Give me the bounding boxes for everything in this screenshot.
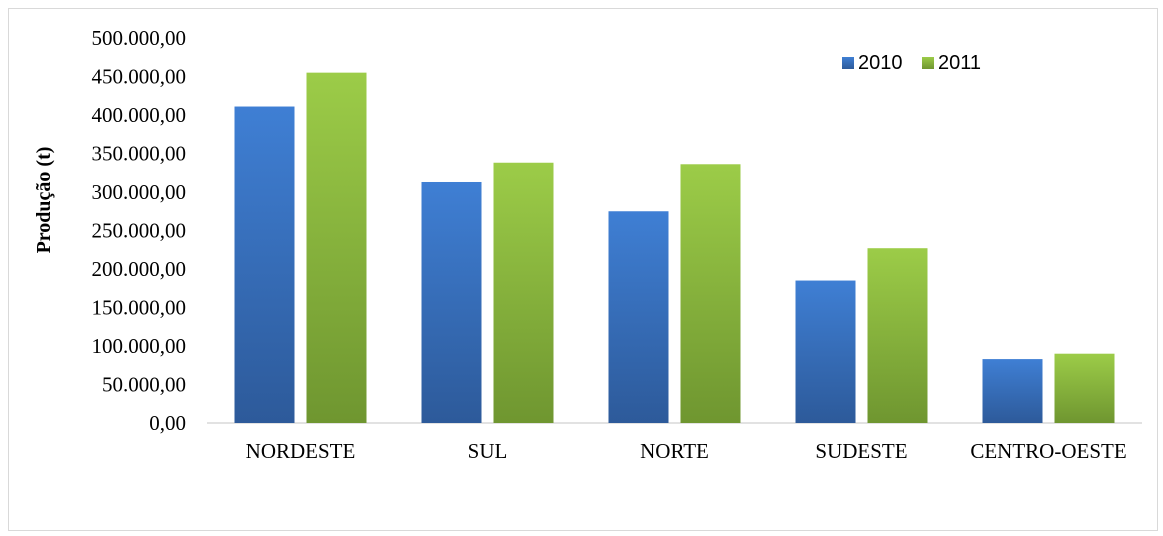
bar-2010-centro-oeste bbox=[982, 359, 1043, 423]
y-tick-label: 250.000,00 bbox=[92, 219, 187, 243]
bars bbox=[234, 72, 1115, 424]
bar-2011-sudeste bbox=[867, 248, 928, 423]
x-tick-label: SUL bbox=[468, 439, 508, 463]
y-tick-label: 500.000,00 bbox=[92, 26, 187, 50]
bar-2011-norte bbox=[680, 164, 741, 423]
x-axis-tick-labels: NORDESTE SUL NORTE SUDESTE CENTRO-OESTE bbox=[246, 439, 1127, 463]
x-tick-label: NORTE bbox=[640, 439, 709, 463]
legend-label-2011: 2011 bbox=[938, 52, 981, 74]
y-axis-label: Produção (t) bbox=[33, 147, 55, 254]
chart-frame bbox=[8, 8, 1158, 531]
legend-label-2010: 2010 bbox=[858, 52, 903, 74]
bar-2010-sul bbox=[421, 181, 482, 423]
y-tick-label: 50.000,00 bbox=[102, 373, 186, 397]
y-tick-label: 100.000,00 bbox=[92, 334, 187, 358]
bar-2011-sul bbox=[493, 162, 554, 424]
x-tick-label: SUDESTE bbox=[815, 439, 907, 463]
y-tick-label: 200.000,00 bbox=[92, 257, 187, 281]
y-tick-label: 300.000,00 bbox=[92, 180, 187, 204]
y-tick-label: 400.000,00 bbox=[92, 103, 187, 127]
legend-swatch-2010 bbox=[842, 57, 854, 69]
bar-2011-centro-oeste bbox=[1054, 353, 1115, 423]
bar-2010-sudeste bbox=[795, 280, 856, 423]
bar-2010-norte bbox=[608, 211, 669, 423]
y-tick-label: 0,00 bbox=[149, 411, 186, 435]
y-tick-label: 150.000,00 bbox=[92, 296, 187, 320]
y-axis-tick-labels: 0,00 50.000,00 100.000,00 150.000,00 200.000… bbox=[92, 26, 187, 435]
y-tick-label: 350.000,00 bbox=[92, 142, 187, 166]
y-tick-label: 450.000,00 bbox=[92, 65, 187, 89]
x-tick-label: NORDESTE bbox=[246, 439, 356, 463]
bar-2010-nordeste bbox=[234, 106, 295, 423]
x-tick-label: CENTRO-OESTE bbox=[970, 439, 1126, 463]
bar-2011-nordeste bbox=[306, 72, 367, 424]
legend-swatch-2011 bbox=[922, 57, 934, 69]
legend: 2010 2011 bbox=[842, 52, 981, 74]
